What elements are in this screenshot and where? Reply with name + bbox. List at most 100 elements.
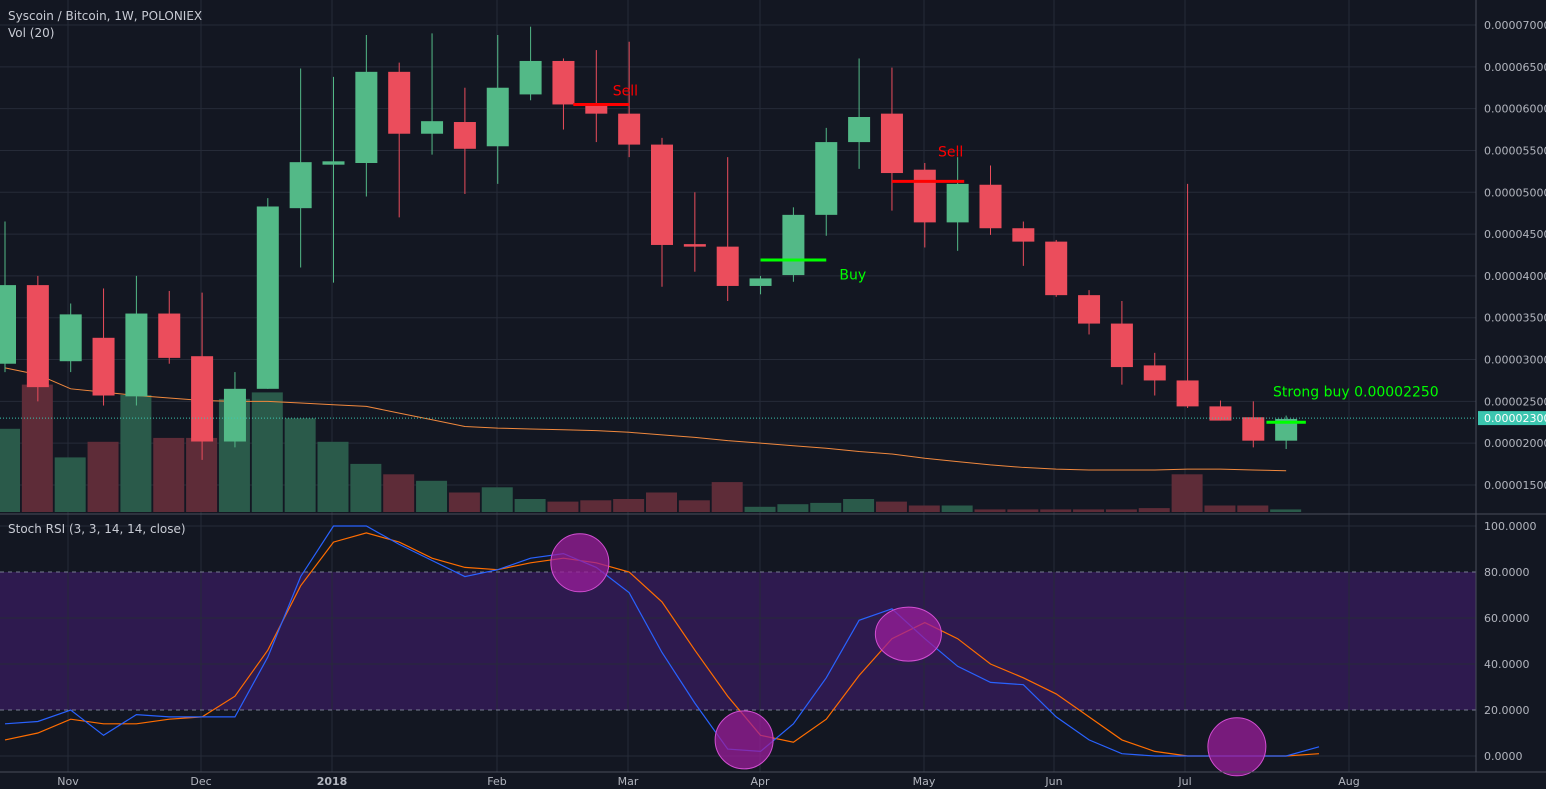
stoch-tick-label: 40.0000 [1484, 658, 1530, 671]
x-tick-label: Jul [1177, 775, 1191, 788]
volume-label: Vol (20) [8, 26, 55, 40]
candle-body [26, 285, 49, 388]
volume-bar [974, 509, 1006, 512]
candle-body [683, 244, 706, 247]
candle-body [0, 285, 16, 364]
volume-bar [941, 505, 973, 512]
price-tick-label: 0.00006000 [1484, 103, 1546, 116]
volume-bar [1237, 505, 1269, 512]
candle-body [453, 122, 476, 149]
candle-body [749, 278, 772, 286]
volume-bar [153, 437, 185, 512]
x-tick-label: Mar [618, 775, 639, 788]
candle-body [946, 183, 969, 223]
price-tick-label: 0.00003500 [1484, 312, 1546, 325]
stoch-tick-label: 0.0000 [1484, 750, 1523, 763]
current-price-tag [1478, 411, 1546, 426]
price-tick-label: 0.00001500 [1484, 479, 1546, 492]
candle-body [289, 162, 312, 209]
volume-bar [416, 480, 448, 512]
stoch-rsi-band [0, 572, 1476, 710]
candle-body [880, 113, 903, 174]
x-tick-label: Aug [1338, 775, 1359, 788]
signal-label: Buy [839, 267, 866, 283]
x-tick-label: Apr [750, 775, 770, 788]
candle-body [158, 313, 181, 358]
volume-bar [1105, 509, 1137, 512]
candle-body [388, 71, 411, 134]
volume-bar [120, 395, 152, 512]
volume-bar [1007, 509, 1039, 512]
candle-body [848, 117, 871, 143]
volume-bar [251, 392, 283, 512]
signal-label: Strong buy 0.00002250 [1273, 384, 1439, 400]
volume-bar [547, 501, 579, 512]
signal-label: Sell [938, 144, 963, 160]
highlight-circle [1207, 717, 1267, 777]
highlight-circle [550, 533, 610, 593]
candle-body [716, 246, 739, 286]
volume-bar [908, 505, 940, 512]
chart-title: Syscoin / Bitcoin, 1W, POLONIEX [8, 9, 203, 23]
candle-body [1143, 365, 1166, 381]
stoch-tick-label: 20.0000 [1484, 704, 1530, 717]
candle-body [223, 388, 246, 442]
volume-bar [1270, 509, 1302, 512]
volume-bar [350, 463, 382, 512]
candle-body [585, 105, 608, 114]
highlight-circle [874, 606, 942, 662]
volume-bar [711, 482, 743, 512]
price-tick-label: 0.00004000 [1484, 270, 1546, 283]
price-tick-label: 0.00006500 [1484, 61, 1546, 74]
volume-bar [843, 499, 875, 512]
candle-body [1012, 228, 1035, 242]
volume-bar [810, 502, 842, 512]
candle-body [1078, 295, 1101, 324]
current-price-label: 0.00002300 [1484, 412, 1546, 425]
volume-bar [87, 441, 119, 512]
volume-bar [481, 487, 513, 512]
volume-bar [21, 384, 53, 512]
volume-bar [0, 428, 20, 512]
price-tick-label: 0.00005000 [1484, 186, 1546, 199]
stoch-tick-label: 80.0000 [1484, 566, 1530, 579]
candle-body [913, 169, 936, 223]
candle-body [1176, 380, 1199, 407]
stoch-rsi-label: Stoch RSI (3, 3, 14, 14, close) [8, 522, 186, 536]
price-tick-label: 0.00007000 [1484, 19, 1546, 32]
candle-body [322, 161, 345, 165]
volume-bar [54, 457, 86, 512]
x-tick-label: Dec [190, 775, 211, 788]
volume-bar [448, 492, 480, 512]
volume-bar [1138, 508, 1170, 512]
price-tick-label: 0.00002000 [1484, 437, 1546, 450]
volume-bar [317, 441, 349, 512]
candle-body [355, 71, 378, 163]
candle-body [1242, 417, 1265, 441]
volume-bar [1204, 505, 1236, 512]
volume-bar [875, 501, 907, 512]
candle-body [421, 121, 444, 134]
volume-bar [1171, 474, 1203, 512]
stoch-k-line [4, 525, 1320, 757]
price-tick-label: 0.00004500 [1484, 228, 1546, 241]
candle-body [256, 206, 279, 389]
candle-body [815, 142, 838, 215]
x-tick-label: Nov [57, 775, 79, 788]
volume-bar [744, 506, 776, 512]
signal-label: Sell [613, 83, 638, 99]
x-tick-label: Feb [487, 775, 506, 788]
volume-bar [678, 500, 710, 512]
x-tick-label: May [913, 775, 936, 788]
candle-body [1045, 241, 1068, 296]
candle-body [191, 356, 214, 442]
volume-bar [514, 499, 546, 512]
candle-body [1209, 406, 1232, 421]
highlight-circle [714, 710, 774, 770]
candle-body [125, 313, 148, 397]
stoch-tick-label: 60.0000 [1484, 612, 1530, 625]
x-tick-label: Jun [1044, 775, 1062, 788]
candle-body [92, 337, 115, 396]
candle-body [618, 113, 641, 145]
